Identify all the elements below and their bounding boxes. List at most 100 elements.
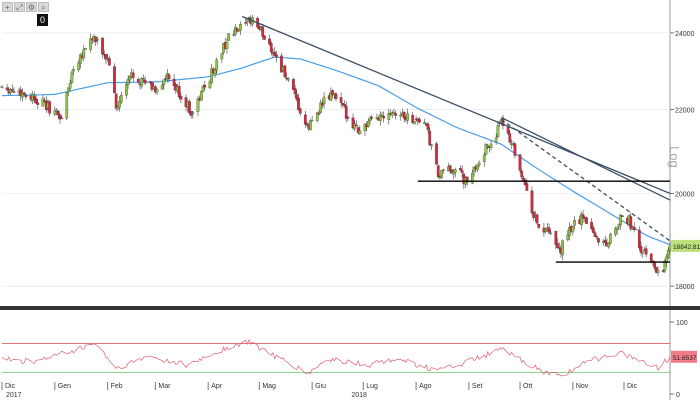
candle-body <box>343 104 346 107</box>
trendline <box>501 116 671 201</box>
candle-body <box>535 214 539 224</box>
candle-body <box>382 115 386 119</box>
candle-body <box>329 91 333 101</box>
candle-body <box>351 117 355 129</box>
candle-body <box>108 58 111 66</box>
candle-body <box>595 236 599 238</box>
candle-body <box>520 170 524 178</box>
candle-body <box>19 89 23 97</box>
candle-body <box>632 226 636 231</box>
zoom-icon[interactable]: ⤢ <box>14 2 25 12</box>
candle-body <box>629 216 633 230</box>
candle-body <box>203 84 207 88</box>
candle-body <box>210 68 213 84</box>
month-label: Set <box>472 383 483 390</box>
month-label: Mag <box>262 383 276 390</box>
candle-body <box>644 248 648 255</box>
candle-body <box>486 144 490 147</box>
candle-body <box>655 267 658 273</box>
candle-body <box>523 180 527 186</box>
candle-body <box>609 233 612 244</box>
candle-body <box>56 110 60 116</box>
candle-body <box>67 87 70 93</box>
candle-body <box>590 221 593 229</box>
last-price-tag <box>671 239 700 252</box>
candle-body <box>494 137 498 143</box>
month-label: Dic <box>5 383 16 390</box>
plus-icon[interactable]: + <box>2 2 13 12</box>
candle-body <box>568 227 571 236</box>
search-icon[interactable]: ⌕ <box>38 2 49 12</box>
candle-body <box>143 79 147 84</box>
candle-body <box>298 108 302 114</box>
candle-body <box>489 143 493 149</box>
candle-body <box>641 251 645 254</box>
candle-body <box>268 38 271 45</box>
candle-body <box>358 130 362 134</box>
candle-body <box>295 94 299 100</box>
candle-body <box>160 85 164 90</box>
candle-body <box>177 86 181 98</box>
candle-body <box>104 54 108 60</box>
month-label: Ott <box>523 383 532 390</box>
candle-body <box>339 97 343 103</box>
candle-body <box>191 112 195 114</box>
candle-body <box>452 171 455 175</box>
candle-body <box>162 79 166 85</box>
candle-body <box>96 39 99 41</box>
candle-body <box>406 113 409 121</box>
candle-body <box>128 76 132 81</box>
candle-body <box>179 96 183 100</box>
settings-icon[interactable]: ⚙ <box>26 2 37 12</box>
candle-body <box>355 124 358 127</box>
candle-body <box>617 224 621 227</box>
price-tick-label: 22000 <box>675 107 695 114</box>
candle-body <box>84 48 87 50</box>
year-label: 2018 <box>351 392 367 399</box>
candle-body <box>566 234 570 240</box>
candle-body <box>269 43 273 53</box>
rsi-line <box>1 338 671 377</box>
candle-body <box>213 69 217 75</box>
candle-body <box>476 164 479 170</box>
candle-body <box>508 133 512 143</box>
candle-body <box>418 119 421 123</box>
candle-body <box>215 59 219 71</box>
candle-body <box>225 42 229 49</box>
candle-body <box>70 72 74 83</box>
candle-body <box>368 117 372 121</box>
trendline <box>242 15 671 195</box>
candle-body <box>286 78 290 81</box>
candle-body <box>554 231 558 245</box>
candle-body <box>619 214 622 226</box>
candle-body <box>460 170 464 173</box>
price-tick-label: 24000 <box>675 31 695 38</box>
year-label: 2017 <box>6 392 22 399</box>
candle-body <box>428 130 432 146</box>
candle-body <box>363 123 367 131</box>
candle-body <box>442 169 445 171</box>
candle-body <box>72 69 75 72</box>
candle-body <box>453 169 457 173</box>
candle-body <box>513 143 517 156</box>
candle-body <box>639 246 643 253</box>
candle-body <box>547 227 551 233</box>
candle-body <box>472 166 476 172</box>
candle-body <box>21 92 24 98</box>
candle-body <box>24 95 28 98</box>
candle-body <box>113 66 116 94</box>
candle-body <box>208 81 212 89</box>
candle-body <box>55 109 58 112</box>
candle-body <box>581 214 585 218</box>
candle-body <box>235 28 239 32</box>
candle-body <box>33 95 36 100</box>
candle-body <box>22 92 26 95</box>
candle-body <box>380 115 384 117</box>
candle-body <box>237 29 241 32</box>
candle-body <box>41 98 45 107</box>
candle-body <box>573 220 576 226</box>
rsi-tick-label: 0 <box>676 392 680 399</box>
rsi-last-label: 51.6537 <box>673 355 697 362</box>
zero-badge[interactable]: 0 <box>37 14 48 26</box>
candle-body <box>227 33 230 41</box>
